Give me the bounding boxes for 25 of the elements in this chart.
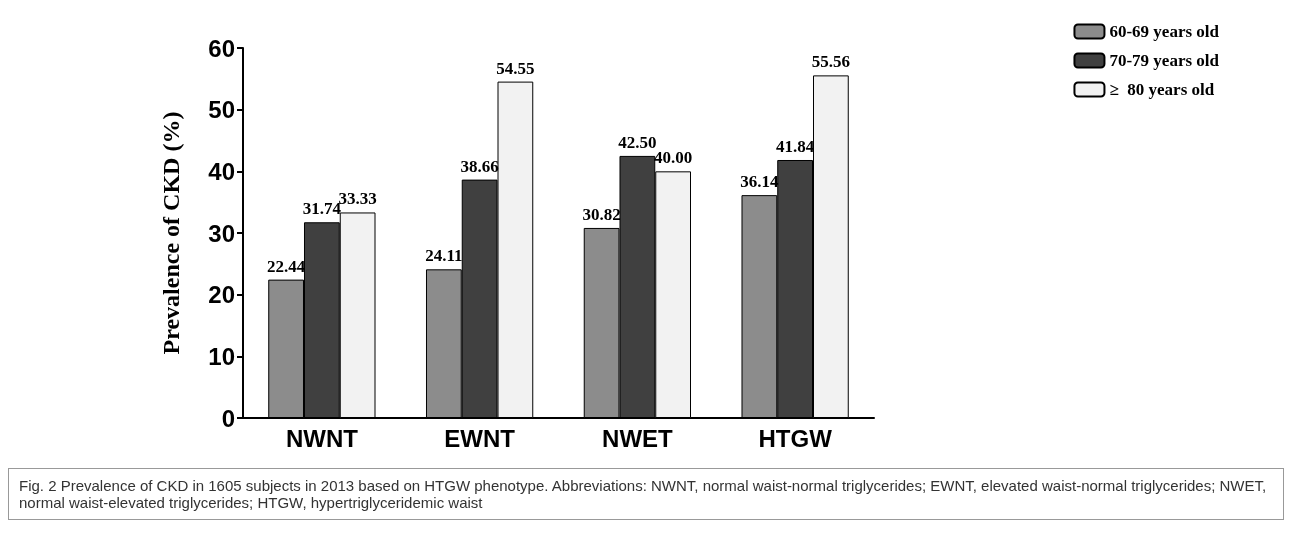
y-tick-label: 30 [208, 219, 235, 247]
x-tick-label: NWET [602, 424, 674, 452]
x-tick-label: NWNT [285, 424, 359, 452]
y-tick-label: 50 [208, 96, 235, 124]
text: 41.84 [776, 136, 815, 156]
text: 22.44 [266, 256, 306, 276]
legend-label: ≥ 80 years old [1109, 80, 1215, 99]
text: 55.56 [811, 52, 851, 72]
y-tick-label: 40 [208, 157, 235, 185]
text: 54.55 [496, 58, 535, 78]
x-tick-label: EWNT [444, 424, 516, 452]
text: 42.50 [618, 132, 657, 152]
text: 24.11 [425, 246, 463, 266]
y-axis-title: Prevalence of CKD (%) [158, 111, 184, 355]
x-tick-label: HTGW [758, 424, 833, 452]
y-tick-label: 10 [208, 342, 235, 370]
caption: Fig. 2 Prevalence of CKD in 1605 subjects in 2013 based on HTGW phenotype. Abbreviations: NWNT, normal waist-normal triglycerides; EWNT, elevated waist-normal triglycerides; NWET, normal waist-elevated triglycerides; HTGW, hypertriglyceridemic waist [8, 468, 1284, 520]
legend-label: 60-69 years old [1109, 22, 1220, 41]
y-tick-label: 20 [208, 281, 235, 309]
text: 40.00 [654, 148, 693, 168]
text: 30.82 [582, 204, 621, 224]
y-tick-label: 0 [221, 404, 235, 432]
text: 38.66 [460, 156, 499, 176]
y-tick-label: 60 [208, 34, 235, 62]
legend-label: 70-79 years old [1109, 51, 1220, 70]
